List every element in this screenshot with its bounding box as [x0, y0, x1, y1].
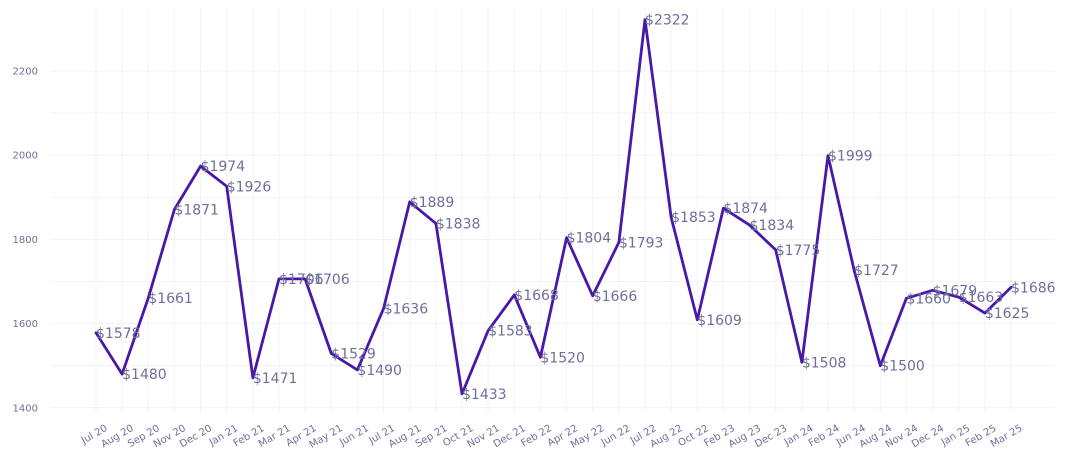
- data-label: $1490: [357, 363, 402, 379]
- data-label: $1625: [985, 306, 1030, 322]
- data-label: $2322: [645, 13, 690, 29]
- data-point: [94, 331, 98, 335]
- data-point: [748, 223, 751, 227]
- data-label: $1926: [227, 179, 272, 195]
- data-label: $1661: [148, 291, 193, 307]
- data-point: [539, 356, 542, 359]
- x-tick-label: Jun 22: [599, 423, 633, 449]
- data-label: $1529: [331, 346, 376, 362]
- data-label: $1520: [540, 350, 585, 366]
- data-point: [147, 296, 150, 300]
- data-point: [905, 297, 908, 300]
- data-point: [434, 222, 438, 225]
- data-label: $1853: [671, 210, 716, 226]
- data-label: $1636: [384, 301, 429, 317]
- data-point: [722, 207, 725, 210]
- data-point: [356, 368, 359, 372]
- data-point: [617, 241, 621, 244]
- data-point: [408, 200, 411, 204]
- data-point: [330, 352, 333, 355]
- y-tick-label: 2000: [13, 151, 38, 162]
- data-label: $1686: [1011, 280, 1056, 296]
- y-tick-label: 1400: [13, 403, 38, 414]
- data-label: $1804: [567, 231, 612, 247]
- data-label: $1706: [305, 272, 350, 288]
- data-label: $1433: [462, 387, 507, 403]
- data-point: [774, 248, 777, 252]
- data-label: $1609: [697, 313, 742, 329]
- data-label: $1666: [593, 289, 638, 305]
- y-axis: 1400 1600 1800 2000 2200: [13, 66, 38, 414]
- data-label: $1974: [201, 159, 246, 175]
- data-label: $1834: [750, 218, 795, 234]
- data-label: $1889: [410, 195, 455, 211]
- x-tick-label: Jun 21: [337, 423, 371, 449]
- y-tick-label: 1600: [13, 319, 38, 330]
- y-tick-label: 1800: [13, 235, 38, 246]
- data-label: $1663: [959, 290, 1004, 306]
- series-line-price: [94, 18, 1013, 396]
- data-label: $1583: [488, 324, 533, 340]
- data-point: [303, 277, 307, 281]
- data-label: $1838: [436, 216, 481, 232]
- data-point: [225, 185, 228, 188]
- data-label: $1727: [854, 263, 899, 279]
- data-point: [199, 164, 202, 168]
- data-point: [800, 361, 804, 364]
- data-label: $1775: [776, 243, 821, 259]
- data-point: [173, 208, 176, 211]
- data-label: $1660: [906, 291, 951, 307]
- data-point: [957, 295, 960, 299]
- data-point: [852, 268, 856, 272]
- data-point: [460, 392, 464, 396]
- data-label: $1578: [96, 326, 141, 342]
- data-point: [382, 307, 385, 310]
- data-point: [565, 236, 568, 239]
- data-label: $1668: [514, 288, 559, 304]
- data-point: [120, 372, 124, 376]
- y-tick-label: 2200: [13, 66, 38, 77]
- data-point: [513, 293, 516, 297]
- series-line-layer: [94, 18, 1013, 396]
- data-label-layer: $1578 $1480 $1661 $1871 $1974 $1926 $1471 $1706…: [96, 13, 1056, 403]
- data-label: $1480: [122, 367, 167, 383]
- data-label: $1679: [933, 283, 978, 299]
- data-point: [643, 18, 647, 21]
- data-label: $1508: [802, 355, 847, 371]
- data-label: $1706: [279, 272, 324, 288]
- data-label: $1874: [723, 201, 768, 217]
- data-label: $1793: [619, 235, 664, 251]
- data-point: [931, 289, 934, 292]
- data-label: $1471: [253, 371, 298, 387]
- data-point: [669, 215, 673, 219]
- data-point: [591, 294, 594, 297]
- data-label: $1500: [880, 359, 925, 375]
- data-point: [879, 364, 882, 367]
- data-point: [277, 277, 281, 281]
- data-point: [1009, 286, 1013, 289]
- data-point: [251, 376, 255, 380]
- data-point: [826, 154, 830, 157]
- data-point: [983, 311, 987, 315]
- data-label: $1999: [828, 149, 873, 165]
- data-point: [696, 318, 699, 321]
- data-point: [486, 329, 490, 332]
- data-label: $1871: [174, 202, 219, 218]
